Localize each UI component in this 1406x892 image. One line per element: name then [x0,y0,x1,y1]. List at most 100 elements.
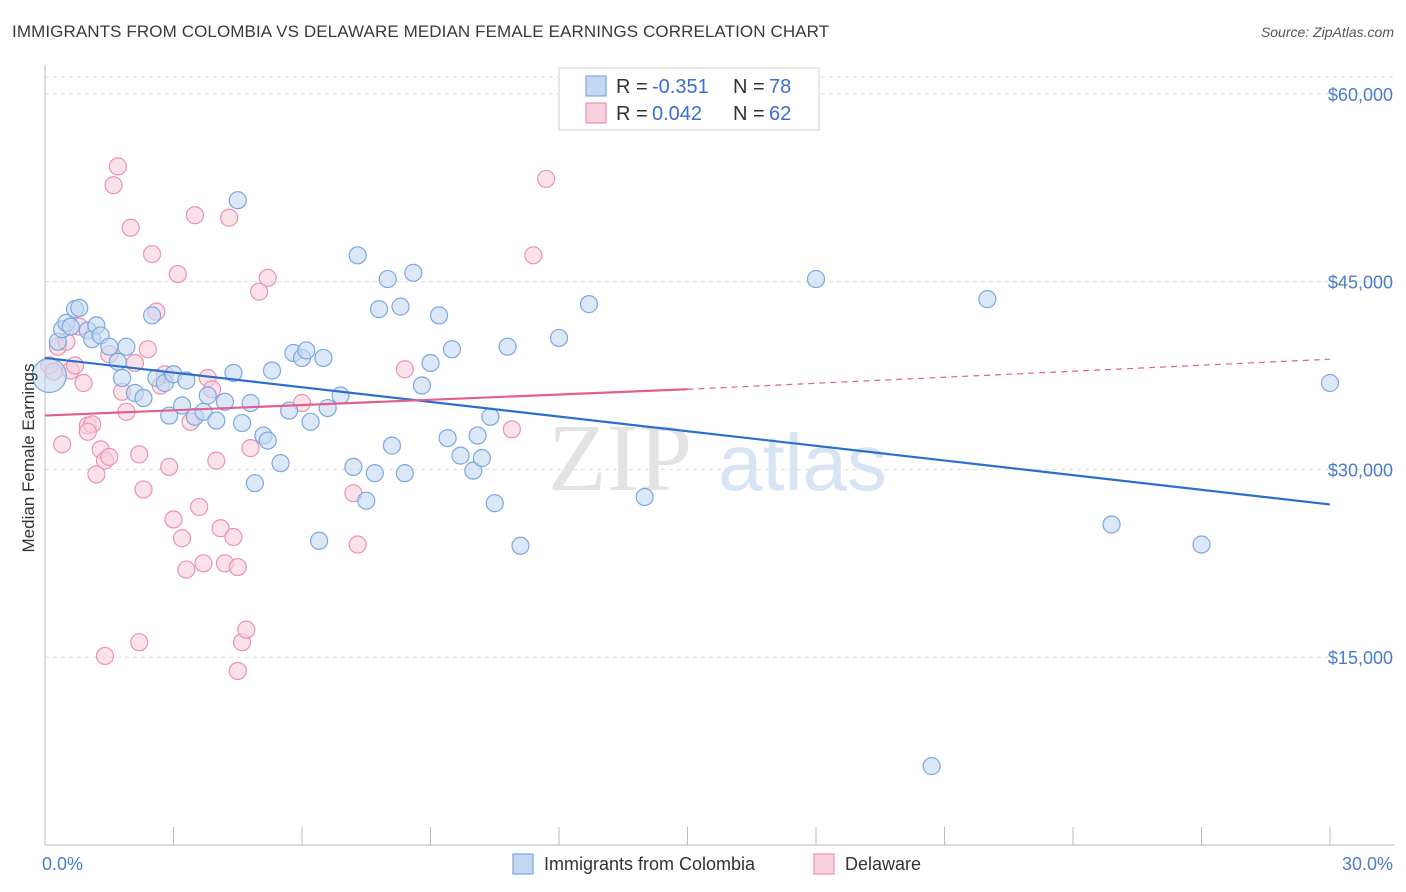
colombia-point [1102,515,1121,534]
colombia-point [579,295,599,314]
colombia-point [142,306,162,325]
trend-lines [44,356,1331,506]
delaware-point [74,373,93,393]
delaware-point [142,244,162,264]
delaware-point [207,451,226,470]
delaware-point [65,356,85,375]
colombia-points [31,191,1340,776]
delaware-point [100,447,119,466]
colombia-point [228,191,247,210]
colombia-point [314,348,333,368]
grid-lines [45,76,1395,658]
legend-n-value: 62 [769,103,791,125]
delaware-point [250,282,269,301]
colombia-point [207,411,226,430]
colombia-point [61,317,80,336]
bottom-legend: Immigrants from Colombia Delaware [512,853,921,875]
colombia-point [112,368,132,388]
colombia-point [391,297,410,316]
legend-n-label: N = [733,76,765,98]
delaware-point [134,480,153,499]
delaware-trend-line [44,388,688,417]
colombia-point [117,337,136,356]
delaware-point [138,340,157,359]
delaware-point [164,510,183,529]
colombia-point [451,446,470,465]
colombia-point [498,337,517,356]
colombia-point [485,494,504,513]
bottom-legend-swatch [813,853,835,875]
colombia-point [301,412,320,431]
delaware-point [177,560,196,579]
colombia-point [357,491,376,510]
colombia-point [429,306,449,325]
colombia-point [922,757,941,776]
colombia-point [1320,373,1340,393]
y-tick-label: $15,000 [1328,648,1393,668]
colombia-point [412,376,432,395]
colombia-point [365,464,384,483]
colombia-point [297,341,316,360]
bottom-legend-swatch [512,853,534,875]
colombia-point [421,353,440,373]
colombia-point [370,300,389,319]
delaware-point [224,527,243,547]
delaware-point [348,535,367,554]
colombia-point [464,461,483,480]
x-tick-label-max: 30.0% [1342,854,1393,874]
colombia-point [382,436,402,455]
colombia-point [472,449,491,468]
delaware-point [395,360,414,379]
delaware-point [237,620,256,639]
delaware-point [87,465,106,484]
colombia-point [404,263,423,282]
colombia-point [198,386,217,405]
colombia-point [378,269,397,289]
delaware-point [95,646,115,666]
colombia-point [635,487,654,507]
legend-r-value: 0.042 [652,103,702,125]
legend-r-label: R = [616,76,648,98]
colombia-point [70,298,89,317]
delaware-point [241,439,260,458]
delaware-point [185,206,205,225]
colombia-point [442,340,462,359]
colombia-point [245,474,264,493]
colombia-point [1192,535,1211,554]
colombia-point [258,431,277,450]
delaware-points [40,157,556,681]
delaware-point [108,157,127,176]
bottom-legend-label: Delaware [845,854,921,874]
delaware-point [524,246,543,265]
delaware-point [53,435,72,454]
colombia-point [177,371,196,390]
source-label: Source: ZipAtlas.com [1260,24,1394,40]
colombia-point [215,392,234,411]
top-legend: R = -0.351 N = 78 R = 0.042 N = 62 [558,67,820,131]
legend-n-value: 78 [769,76,791,98]
bottom-legend-label: Immigrants from Colombia [544,854,756,874]
delaware-point [194,554,213,573]
colombia-point [511,536,530,555]
delaware-point [160,457,179,476]
delaware-point [130,445,149,464]
delaware-point [104,176,123,195]
x-tick-label-min: 0.0% [42,854,83,874]
delaware-point [228,661,247,681]
delaware-point [211,519,230,538]
delaware-point [502,420,521,439]
delaware-point [190,497,209,517]
chart-title: IMMIGRANTS FROM COLOMBIA VS DELAWARE MED… [12,22,830,41]
colombia-point [481,407,500,426]
delaware-point [228,557,247,577]
legend-r-value: -0.351 [652,76,709,98]
delaware-point [121,218,140,237]
y-tick-label: $60,000 [1328,85,1393,105]
y-axis-label: Median Female Earnings [19,364,38,553]
colombia-point [318,398,337,418]
delaware-point [78,422,97,441]
y-tick-label: $30,000 [1328,460,1393,480]
colombia-point [262,361,282,380]
watermark-zip: ZIP [548,404,692,511]
delaware-point [220,208,239,227]
